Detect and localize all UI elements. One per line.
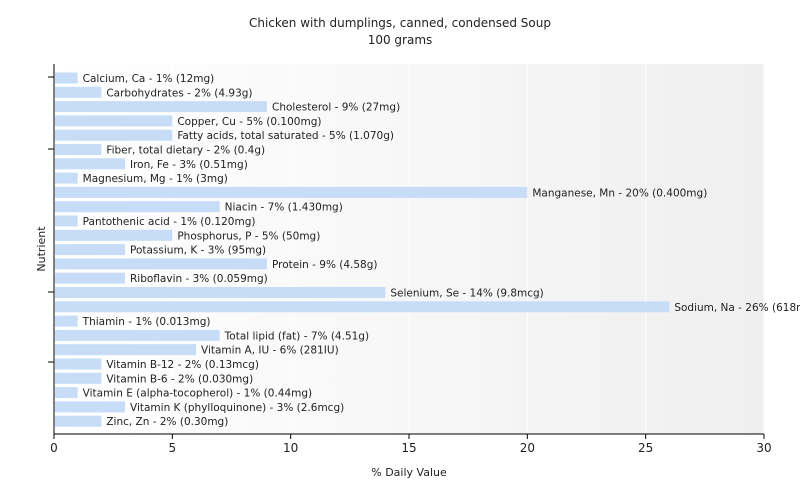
- bar-label: Riboflavin - 3% (0.059mg): [130, 273, 268, 285]
- bar-label: Zinc, Zn - 2% (0.30mg): [106, 416, 228, 428]
- y-axis-title: Nutrient: [35, 226, 48, 272]
- bar-label: Vitamin A, IU - 6% (281IU): [201, 345, 339, 357]
- x-tick-label: 15: [401, 441, 416, 455]
- bar-label: Cholesterol - 9% (27mg): [272, 102, 400, 114]
- x-axis-title: % Daily Value: [371, 466, 447, 479]
- bar-label: Vitamin K (phylloquinone) - 3% (2.6mcg): [130, 402, 344, 414]
- bar-label: Total lipid (fat) - 7% (4.51g): [224, 330, 369, 342]
- x-tick-label: 5: [169, 441, 177, 455]
- bar-label: Sodium, Na - 26% (618mg): [674, 302, 800, 314]
- bar-label: Vitamin B-12 - 2% (0.13mcg): [106, 359, 259, 371]
- bar: [55, 144, 102, 155]
- bar: [55, 258, 267, 270]
- bar: [55, 158, 125, 170]
- bar: [55, 229, 173, 241]
- x-tick-label: 0: [50, 441, 58, 455]
- bar: [55, 415, 102, 427]
- bar: [55, 315, 78, 327]
- bar-label: Vitamin E (alpha-tocopherol) - 1% (0.44m…: [83, 388, 313, 400]
- bar-label: Vitamin B-6 - 2% (0.030mg): [106, 373, 253, 385]
- bar: [55, 301, 670, 313]
- bar: [55, 344, 196, 356]
- bar-label: Magnesium, Mg - 1% (3mg): [83, 173, 228, 185]
- bar: [55, 172, 78, 184]
- x-tick-label: 30: [756, 441, 771, 455]
- bars: Calcium, Ca - 1% (12mg) Carbohydrates - 2…: [55, 72, 800, 428]
- bar-label: Copper, Cu - 5% (0.100mg): [177, 116, 321, 128]
- bar-label: Selenium, Se - 14% (9.8mcg): [390, 288, 543, 300]
- x-tick-label: 10: [283, 441, 298, 455]
- bar: [55, 215, 78, 227]
- chart-subtitle: 100 grams: [368, 33, 433, 47]
- bar: [55, 287, 386, 298]
- bar: [55, 387, 78, 399]
- bar-label: Pantothenic acid - 1% (0.120mg): [83, 216, 256, 228]
- bar: [55, 129, 173, 141]
- bar-label: Protein - 9% (4.58g): [272, 259, 378, 271]
- bar-label: Fiber, total dietary - 2% (0.4g): [106, 145, 265, 157]
- bar-label: Potassium, K - 3% (95mg): [130, 245, 266, 257]
- bar: [55, 72, 78, 84]
- bar: [55, 186, 528, 198]
- bar-label: Carbohydrates - 2% (4.93g): [106, 87, 252, 99]
- chart-title: Chicken with dumplings, canned, condense…: [249, 16, 551, 30]
- bar-label: Thiamin - 1% (0.013mg): [82, 316, 211, 328]
- bar: [55, 86, 102, 98]
- bar: [55, 401, 125, 413]
- bar: [55, 244, 125, 256]
- bar: [55, 329, 220, 341]
- bar: [55, 272, 125, 284]
- bar: [55, 358, 102, 370]
- bar-label: Manganese, Mn - 20% (0.400mg): [532, 187, 707, 199]
- bar: [55, 115, 173, 127]
- bar-label: Niacin - 7% (1.430mg): [225, 202, 343, 214]
- x-axis-ticks: 0 5 10 15 20 25 30: [48, 76, 772, 455]
- bar-label: Phosphorus, P - 5% (50mg): [177, 230, 320, 242]
- x-tick-label: 25: [638, 441, 653, 455]
- bar-label: Calcium, Ca - 1% (12mg): [83, 73, 215, 85]
- bar: [55, 372, 102, 384]
- bar-label: Fatty acids, total saturated - 5% (1.070…: [177, 130, 394, 142]
- x-tick-label: 20: [520, 441, 535, 455]
- bar: [55, 201, 220, 213]
- bar-label: Iron, Fe - 3% (0.51mg): [130, 159, 248, 171]
- bar: [55, 101, 267, 113]
